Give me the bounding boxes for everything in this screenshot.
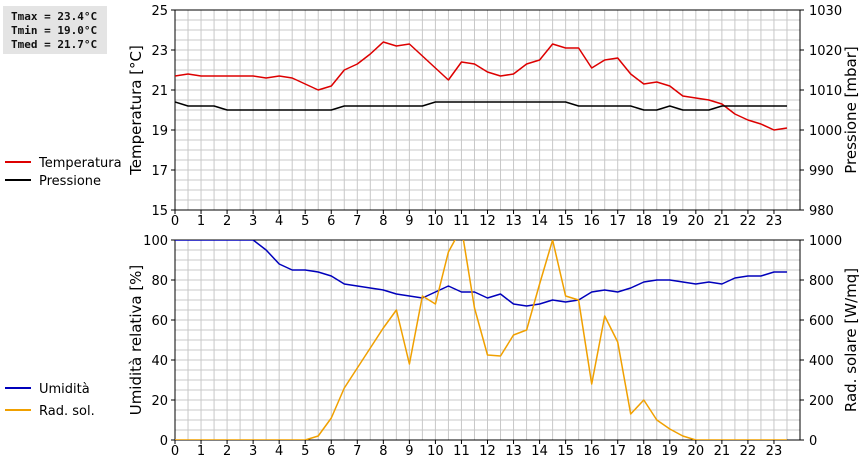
chart-panel-1: 0 1 2 3 4 5 6 7 8 9 10 11 12 13 14 15 16 17 18 19 20 21 22 2315… (5, 4, 860, 229)
x-tick-label: 15 (557, 214, 574, 229)
y-right-tick-label: 1020 (809, 44, 842, 59)
x-tick-label: 9 (405, 214, 413, 229)
legend-label: Temperatura (38, 156, 122, 171)
x-tick-label: 13 (505, 444, 522, 459)
y-left-tick-label: 20 (151, 394, 168, 409)
tmin-text: Tmin = 19.0°C (11, 24, 98, 37)
x-tick-label: 7 (353, 214, 361, 229)
series-group (175, 41, 788, 131)
y-right-tick-label: 1010 (809, 84, 842, 99)
y-left-tick-label: 80 (151, 274, 168, 289)
x-tick-label: 0 (171, 214, 179, 229)
x-tick-label: 4 (275, 214, 283, 229)
chart-panel-2: 0 1 2 3 4 5 6 7 8 9 10 11 12 13 14 15 16 17 18 19 20 21 22 2302… (5, 234, 860, 459)
x-tick-label: 16 (583, 444, 600, 459)
y-right-tick-label: 400 (809, 354, 834, 369)
x-tick-label: 7 (353, 444, 361, 459)
y-left-axis-title: Temperatura [°C] (127, 45, 145, 176)
stats-box: Tmax = 23.4°C Tmin = 19.0°C Tmed = 21.7°… (3, 6, 107, 54)
y-left-tick-label: 25 (151, 4, 168, 19)
x-tick-label: 3 (249, 214, 257, 229)
x-tick-label: 18 (635, 444, 652, 459)
x-tick-label: 5 (301, 444, 309, 459)
y-right-axis-title: Rad. solare [W/mq] (842, 268, 860, 412)
y-left-tick-label: 17 (151, 164, 168, 179)
series-line-pressione (175, 101, 787, 111)
x-tick-label: 20 (688, 444, 705, 459)
x-tick-label: 16 (583, 214, 600, 229)
x-tick-label: 14 (531, 444, 548, 459)
series-line-temperatura (175, 41, 788, 131)
series-line-rad-sol- (175, 240, 787, 440)
y-right-tick-label: 200 (809, 394, 834, 409)
tmax-text: Tmax = 23.4°C (11, 10, 98, 23)
y-right-tick-label: 1030 (809, 4, 842, 19)
y-right-tick-label: 980 (809, 204, 834, 219)
y-right-tick-label: 1000 (809, 124, 842, 139)
x-tick-label: 1 (197, 444, 205, 459)
x-tick-label: 23 (766, 444, 783, 459)
y-left-tick-label: 19 (151, 124, 168, 139)
x-tick-label: 8 (379, 214, 387, 229)
x-tick-label: 12 (479, 214, 496, 229)
x-tick-label: 4 (275, 444, 283, 459)
x-tick-label: 20 (688, 214, 705, 229)
legend-label: Pressione (39, 174, 101, 189)
legend-label: Umidità (39, 382, 90, 397)
series-line-umidit- (175, 240, 787, 307)
x-tick-label: 9 (405, 444, 413, 459)
x-tick-label: 17 (609, 214, 626, 229)
y-right-axis-title: Pressione [mbar] (842, 46, 860, 174)
x-tick-label: 11 (453, 214, 470, 229)
y-left-tick-label: 100 (143, 234, 168, 249)
x-tick-label: 12 (479, 444, 496, 459)
x-tick-label: 23 (766, 214, 783, 229)
x-tick-label: 10 (427, 444, 444, 459)
x-tick-label: 17 (609, 444, 626, 459)
x-tick-label: 21 (714, 214, 731, 229)
y-left-tick-label: 40 (151, 354, 168, 369)
x-tick-label: 22 (740, 214, 757, 229)
x-tick-label: 8 (379, 444, 387, 459)
y-right-tick-label: 990 (809, 164, 834, 179)
tmed-text: Tmed = 21.7°C (11, 38, 98, 51)
y-right-tick-label: 600 (809, 314, 834, 329)
x-tick-label: 3 (249, 444, 257, 459)
x-tick-label: 15 (557, 444, 574, 459)
y-left-tick-label: 60 (151, 314, 168, 329)
y-right-tick-label: 800 (809, 274, 834, 289)
x-tick-label: 14 (531, 214, 548, 229)
x-tick-label: 19 (662, 444, 679, 459)
y-left-tick-label: 15 (151, 204, 168, 219)
y-left-tick-label: 21 (151, 84, 168, 99)
x-tick-label: 2 (223, 214, 231, 229)
legend-label: Rad. sol. (39, 404, 95, 419)
y-left-tick-label: 23 (151, 44, 168, 59)
x-tick-label: 5 (301, 214, 309, 229)
y-left-axis-title: Umidità relativa [%] (127, 265, 145, 416)
x-tick-label: 11 (453, 444, 470, 459)
x-tick-label: 21 (714, 444, 731, 459)
y-right-tick-label: 0 (809, 434, 817, 449)
y-left-tick-label: 0 (160, 434, 168, 449)
x-tick-label: 18 (635, 214, 652, 229)
x-tick-label: 2 (223, 444, 231, 459)
x-tick-label: 6 (327, 214, 335, 229)
x-tick-label: 22 (740, 444, 757, 459)
x-tick-label: 0 (171, 444, 179, 459)
series-group (175, 240, 787, 440)
x-tick-label: 1 (197, 214, 205, 229)
y-right-tick-label: 1000 (809, 234, 842, 249)
x-tick-label: 13 (505, 214, 522, 229)
x-tick-label: 6 (327, 444, 335, 459)
x-tick-label: 19 (662, 214, 679, 229)
x-tick-label: 10 (427, 214, 444, 229)
